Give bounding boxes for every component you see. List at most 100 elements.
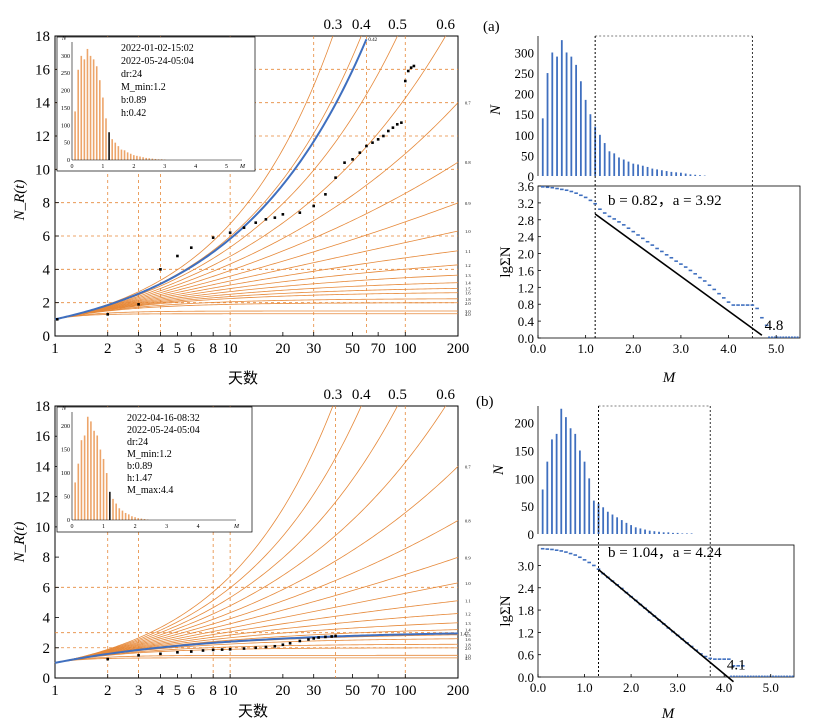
inset-y-tick: 0 [67, 518, 70, 524]
observed-point [220, 648, 224, 651]
panel-label-a: (a) [483, 19, 500, 35]
curve-label: 0.9 [465, 201, 471, 206]
inset-y-label: N [61, 36, 67, 42]
cum-x-ticks-a: 0.0 1.0 2.0 3.0 4.0 5.0 [530, 335, 784, 356]
curve-label: 4.0 [465, 656, 471, 661]
x-tick-label: 30 [306, 683, 321, 699]
inset-h: h:0.42 [121, 108, 146, 119]
omori-curve [54, 282, 459, 320]
curve-label: 1.5 [465, 633, 471, 638]
omori-curve [54, 613, 459, 664]
cum-x-tick-label: 1.0 [576, 680, 592, 695]
count-y-tick: 0 [528, 169, 535, 184]
inset-x-tick: 3 [165, 524, 168, 530]
curve-label: 0.7 [465, 101, 471, 106]
inset-histogram-a: 0 50 100 150 200 250 300 0 1 2 3 4 5 N M [61, 36, 246, 170]
p-value-labels-b: 0.3 0.4 0.5 0.6 [323, 387, 455, 403]
x-tick-label: 1 [51, 341, 59, 357]
observed-point [242, 647, 246, 650]
cum-y-tick-label: 0.0 [518, 670, 534, 685]
inset-y-tick: 150 [61, 106, 70, 112]
omori-curve [54, 287, 459, 320]
cum-y-tick-label: 2.4 [518, 230, 535, 245]
cum-frame-a [537, 185, 801, 339]
x-tick-label: 30 [306, 341, 321, 357]
right-curve-labels-a: 0.7 0.8 0.9 1.0 1.1 1.2 1.3 1.41.51.61.82.0 3.04… [465, 101, 471, 317]
omori-curve [54, 161, 459, 320]
observed-point [281, 213, 285, 216]
inset-y-tick: 300 [61, 54, 70, 60]
count-y-tick: 300 [515, 45, 535, 60]
cum-x-tick-label: 4.0 [716, 680, 732, 695]
y-ticks-b: 0 2 4 6 8 10 12 14 16 18 [35, 399, 59, 687]
y-tick-label: 18 [35, 399, 50, 415]
x-tick-label: 8 [209, 341, 217, 357]
observed-point [264, 218, 268, 221]
observed-point [176, 254, 179, 258]
observed-point [376, 138, 380, 141]
curve-label: 1.4 [465, 628, 471, 633]
curve-label: 1.3 [465, 273, 471, 278]
count-y-tick: 150 [515, 444, 535, 459]
observed-point [189, 650, 193, 653]
y-tick-label: 12 [35, 490, 50, 506]
x-tick-label: 4 [157, 683, 165, 699]
fit-curve [54, 632, 459, 664]
inset-x-tick: 2 [134, 524, 137, 530]
omori-curve [54, 230, 459, 320]
panel-label-b: (b) [476, 394, 494, 410]
observed-point [288, 641, 292, 645]
observed-point [406, 69, 410, 73]
curve-label: 1.0 [465, 229, 471, 234]
cumulative-plot-a: 0.0 1.0 2.0 3.0 4.0 5.0 0.00.40.81.21.62.02.4… [498, 35, 801, 386]
omori-curve [54, 292, 459, 320]
observed-point [307, 638, 310, 641]
omori-curve [54, 264, 459, 320]
p-value-label: 0.3 [323, 387, 342, 403]
y-ticks-a: 0 2 4 6 8 10 12 14 16 18 [35, 29, 59, 345]
x-tick-label: 50 [345, 683, 360, 699]
cum-x-tick-label: 3.0 [673, 341, 689, 356]
y-tick-label: 6 [43, 229, 51, 245]
x-tick-label: 10 [223, 683, 238, 699]
y-tick-label: 4 [43, 611, 51, 627]
p-value-label: 0.6 [436, 17, 455, 33]
cum-y-tick-label: 2.0 [518, 247, 534, 262]
observed-point [176, 651, 179, 654]
x-tick-label: 200 [447, 341, 470, 357]
cum-y-tick-label: 0.0 [518, 331, 534, 346]
inset-y-tick: 100 [61, 471, 70, 477]
x-tick-label: 6 [188, 341, 196, 357]
omori-curve [54, 202, 459, 320]
x-tick-label: 50 [345, 341, 360, 357]
cum-y-tick-label: 0.8 [518, 297, 534, 312]
cum-x-tick-label: 0.0 [530, 341, 546, 356]
inset-x-tick: 3 [163, 164, 166, 170]
cum-y-label-b: lgΣN [498, 595, 514, 626]
count-y-tick: 50 [521, 499, 534, 514]
curve-label: 1.8 [465, 642, 471, 647]
inset-mmin: M_min:1.2 [121, 82, 166, 93]
inset-dr: dr:24 [121, 69, 142, 80]
p-value-label: 0.5 [388, 17, 407, 33]
curve-label: 1.0 [465, 581, 471, 586]
omori-curve [54, 405, 446, 664]
p-value-label: 0.4 [352, 17, 371, 33]
x-tick-label: 8 [209, 683, 217, 699]
omori-curve [54, 466, 459, 664]
x-axis-label-a: 天数 [228, 370, 258, 387]
curve-label: 3.0 [465, 653, 471, 658]
x-ticks-a: 1 2 3 4 5 6 8 10 20 30 50 70 100 200 [51, 332, 469, 357]
cum-x-tick-label: 3.0 [670, 680, 686, 695]
count-y-ticks-a: 0 50 100 150 200 250 300 [515, 45, 535, 184]
inset-y-tick: 50 [64, 495, 70, 501]
cum-x-tick-label: 4.0 [720, 341, 736, 356]
observed-point [201, 649, 205, 652]
x-tick-label: 100 [394, 341, 417, 357]
count-y-tick: 0 [528, 527, 535, 542]
p-value-labels-a: 0.3 0.4 0.5 0.6 [323, 17, 455, 33]
p-value-label: 0.6 [436, 387, 455, 403]
observed-point [358, 151, 362, 154]
curve-label: 1.4 [465, 281, 471, 286]
